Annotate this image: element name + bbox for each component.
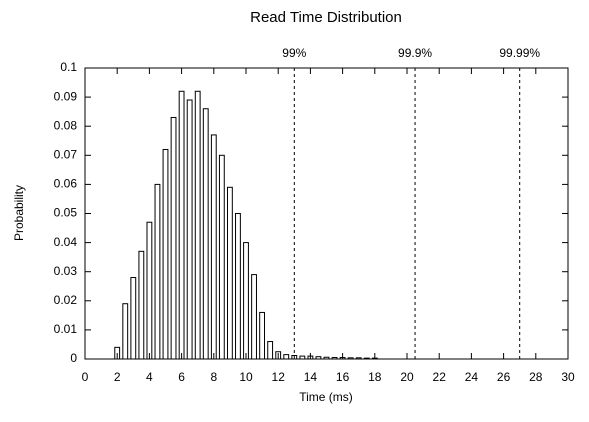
bar	[210, 134, 217, 360]
y-tick-label: 0.1	[60, 60, 77, 74]
bar	[138, 250, 145, 360]
y-tick-label: 0.09	[54, 89, 78, 103]
bar	[218, 154, 225, 360]
bar	[162, 148, 169, 360]
x-tick-label: 2	[114, 370, 121, 384]
bar	[146, 221, 153, 360]
bar	[235, 213, 241, 360]
y-tick-label: 0.04	[54, 235, 78, 249]
bar	[275, 351, 282, 360]
bar	[315, 356, 322, 360]
y-tick-label: 0.01	[54, 322, 78, 336]
x-tick-label: 12	[272, 370, 286, 384]
bar	[243, 242, 249, 360]
bar	[251, 274, 257, 360]
bar	[130, 277, 137, 360]
x-tick-label: 24	[465, 370, 479, 384]
x-tick-label: 10	[239, 370, 253, 384]
bar	[299, 355, 306, 360]
percentile-label: 99%	[282, 46, 306, 60]
percentile-label: 99.9%	[398, 46, 432, 60]
x-tick-label: 4	[146, 370, 153, 384]
bar	[371, 357, 378, 360]
y-tick-label: 0.05	[54, 206, 78, 220]
x-tick-label: 18	[368, 370, 382, 384]
bar	[363, 357, 370, 360]
chart-title: Read Time Distribution	[250, 9, 402, 26]
bar	[307, 355, 314, 360]
bar	[114, 346, 121, 360]
x-tick-label: 26	[497, 370, 511, 384]
bar	[170, 116, 177, 360]
y-tick-label: 0.06	[54, 177, 78, 191]
x-tick-label: 14	[304, 370, 318, 384]
x-tick-label: 8	[210, 370, 217, 384]
x-tick-label: 0	[82, 370, 89, 384]
x-axis-label: Time (ms)	[299, 390, 353, 404]
x-tick-label: 30	[561, 370, 575, 384]
bar	[323, 356, 330, 360]
bar	[347, 357, 354, 360]
bar	[339, 357, 346, 360]
y-tick-label: 0.02	[54, 293, 78, 307]
bar	[186, 99, 193, 360]
y-tick-label: 0	[70, 351, 77, 365]
bar	[178, 90, 185, 360]
bar	[283, 354, 290, 360]
bar	[259, 311, 266, 360]
bar	[226, 186, 233, 360]
bar	[122, 303, 129, 360]
bar	[355, 357, 362, 360]
x-tick-label: 6	[178, 370, 185, 384]
bar	[202, 108, 209, 360]
x-tick-label: 16	[336, 370, 350, 384]
bar	[331, 357, 338, 360]
bar	[154, 183, 161, 360]
percentile-label: 99.99%	[499, 46, 540, 60]
plot-frame	[84, 67, 569, 360]
x-tick-label: 22	[433, 370, 447, 384]
y-tick-label: 0.07	[54, 147, 78, 161]
y-tick-label: 0.03	[54, 264, 78, 278]
x-tick-label: 20	[400, 370, 414, 384]
y-axis-label: Probability	[12, 185, 26, 241]
bar	[194, 90, 201, 360]
y-tick-label: 0.08	[54, 118, 78, 132]
x-tick-label: 28	[529, 370, 543, 384]
bar	[267, 341, 274, 360]
